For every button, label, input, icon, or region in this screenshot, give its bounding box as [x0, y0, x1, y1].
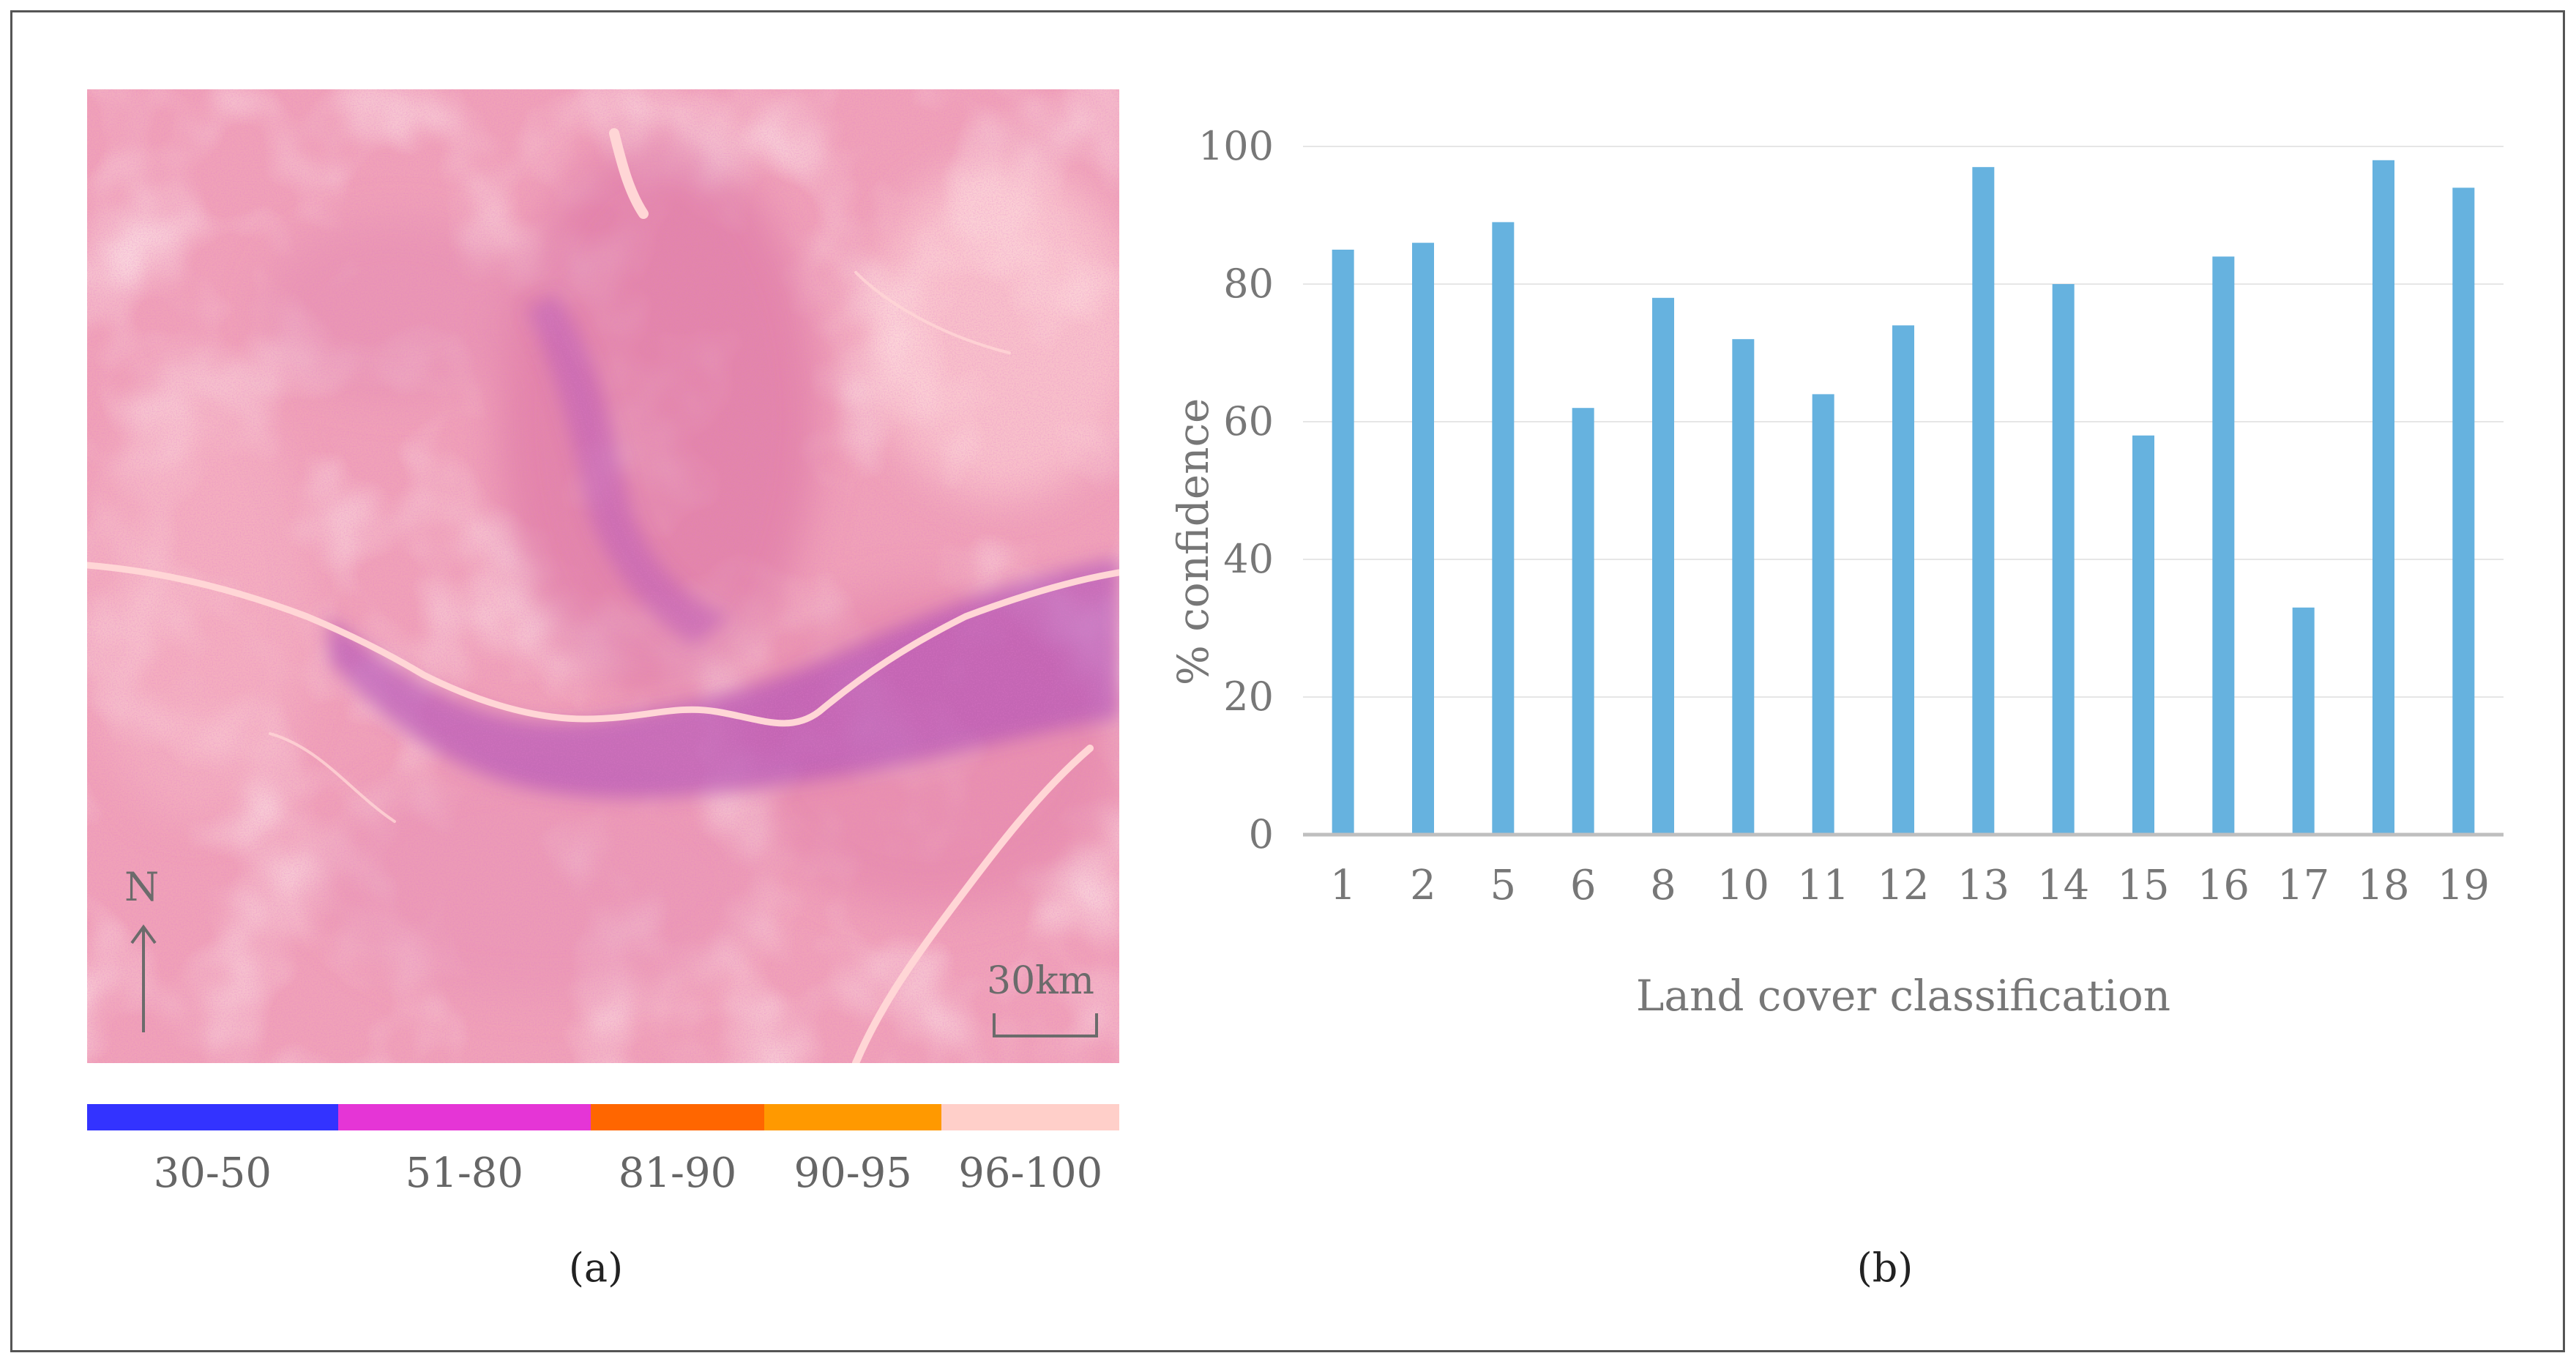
- bar: [1892, 325, 1914, 835]
- x-tick-label: 6: [1570, 862, 1597, 909]
- legend-swatch: [764, 1104, 942, 1130]
- legend-swatch: [941, 1104, 1119, 1130]
- x-tick-label: 10: [1717, 862, 1769, 909]
- bar: [1572, 408, 1594, 835]
- scale-label: 30km: [987, 959, 1094, 1003]
- x-tick-label: 13: [1957, 862, 2009, 909]
- bar: [1492, 222, 1515, 835]
- color-legend: [87, 1104, 1119, 1130]
- legend-label: 90-95: [794, 1149, 912, 1197]
- legend-swatch: [591, 1104, 764, 1130]
- bar: [1412, 242, 1434, 835]
- x-tick-label: 5: [1490, 862, 1517, 909]
- bar: [1652, 297, 1674, 835]
- bar: [2372, 160, 2394, 835]
- legend-swatch: [337, 1104, 591, 1130]
- legend-label: 51-80: [405, 1149, 524, 1197]
- legend-swatch: [87, 1104, 338, 1130]
- y-tick-label: 60: [1223, 398, 1274, 444]
- y-tick-label: 0: [1249, 811, 1274, 857]
- y-tick-label: 80: [1223, 261, 1274, 307]
- x-tick-label: 14: [2037, 862, 2089, 909]
- caption-a: (a): [568, 1245, 624, 1291]
- x-tick-label: 19: [2438, 862, 2490, 909]
- x-tick-label: 15: [2117, 862, 2169, 909]
- x-tick-label: 8: [1650, 862, 1676, 909]
- y-axis-label: % confidence: [1168, 398, 1218, 686]
- caption-b: (b): [1856, 1245, 1914, 1291]
- figure-frame: [10, 10, 2565, 1352]
- x-tick-label: 18: [2357, 862, 2409, 909]
- bar: [2052, 284, 2075, 835]
- x-tick-label: 17: [2277, 862, 2329, 909]
- legend-label: 81-90: [618, 1149, 737, 1197]
- y-tick-label: 40: [1223, 536, 1274, 582]
- legend-label: 96-100: [958, 1149, 1103, 1197]
- scale-bar: [993, 1013, 1098, 1037]
- legend-label: 30-50: [153, 1149, 272, 1197]
- bar: [2132, 435, 2154, 835]
- bar: [2292, 607, 2315, 835]
- x-tick-label: 2: [1410, 862, 1436, 909]
- bar: [1732, 339, 1755, 835]
- north-label: N: [124, 864, 160, 910]
- north-arrow-icon: [130, 924, 157, 1032]
- x-tick-label: 12: [1877, 862, 1929, 909]
- bar: [2452, 187, 2475, 835]
- x-tick-label: 1: [1330, 862, 1356, 909]
- y-tick-label: 20: [1223, 674, 1274, 720]
- y-tick-label: 100: [1198, 123, 1274, 169]
- bar: [1812, 394, 1834, 835]
- x-axis-label: Land cover classification: [1636, 971, 2170, 1021]
- bar: [1332, 250, 1354, 835]
- x-tick-label: 11: [1797, 862, 1849, 909]
- bar: [2212, 256, 2235, 835]
- confidence-map: [87, 89, 1119, 1063]
- bar: [1972, 167, 1995, 835]
- x-tick-label: 16: [2198, 862, 2250, 909]
